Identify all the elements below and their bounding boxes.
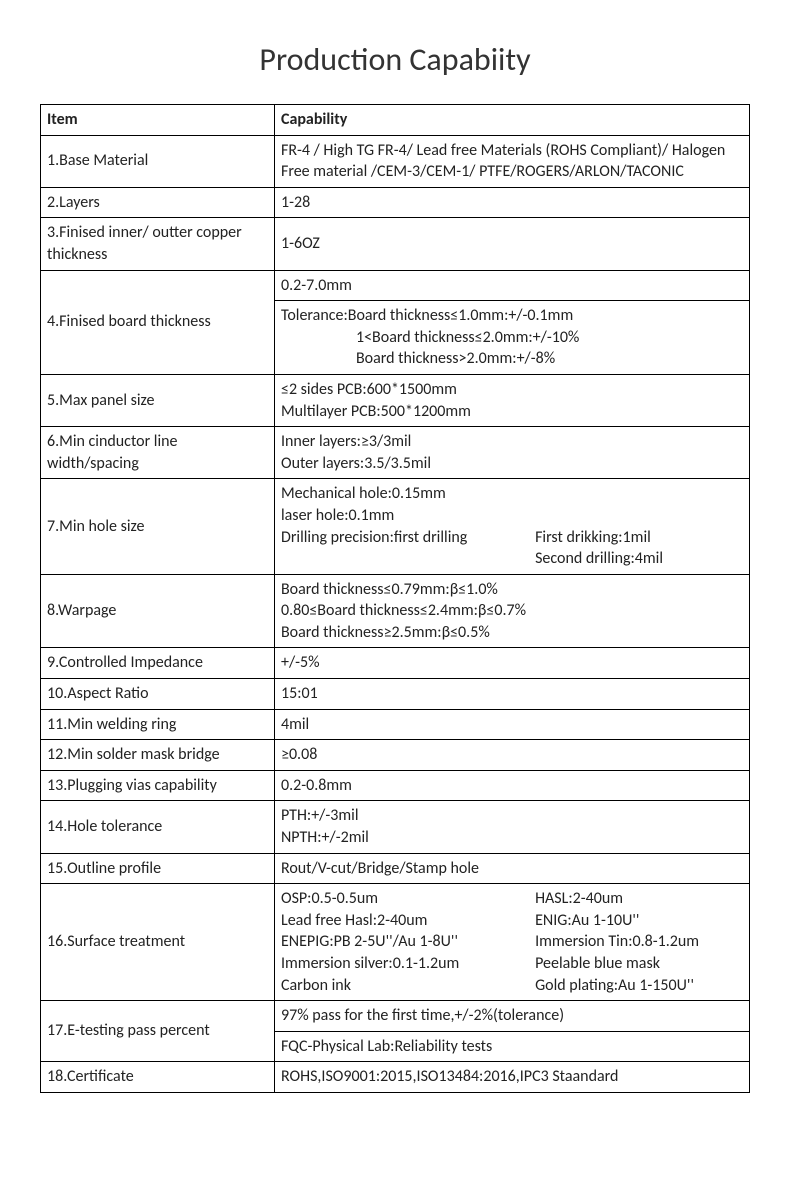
cell-item: 8.Warpage [41,574,275,648]
cell-item: 7.Min hole size [41,479,275,574]
text-line: ≤2 sides PCB:600*1500mm [281,380,457,399]
table-row: 17.E-testing pass percent 97% pass for t… [41,1001,750,1032]
cell-cap: 1-6OZ [274,218,749,270]
text-line: Gold plating:Au 1-150U'' [535,975,743,997]
cell-cap: Rout/V-cut/Bridge/Stamp hole [274,853,749,884]
table-row: 2.Layers 1-28 [41,187,750,218]
cell-item: 16.Surface treatment [41,884,275,1001]
cell-item: 17.E-testing pass percent [41,1001,275,1062]
cell-cap: Tolerance:Board thickness≤1.0mm:+/-0.1mm… [274,301,749,375]
cell-item: 1.Base Material [41,135,275,187]
table-row: 16.Surface treatment OSP:0.5-0.5umHASL:2… [41,884,750,1001]
table-header-row: Item Capability [41,105,750,136]
table-row: 8.Warpage Board thickness≤0.79mm:β≤1.0% … [41,574,750,648]
cell-cap: Inner layers:≥3/3mil Outer layers:3.5/3.… [274,427,749,479]
text-line: First drikking:1mil [535,528,651,547]
text-line: Carbon ink [281,975,535,997]
table-row: 15.Outline profile Rout/V-cut/Bridge/Sta… [41,853,750,884]
cell-cap: 0.2-7.0mm [274,270,749,301]
header-item: Item [41,105,275,136]
cell-cap: 4mil [274,709,749,740]
cell-item: 5.Max panel size [41,374,275,426]
table-row: 12.Min solder mask bridge ≥0.08 [41,740,750,771]
cell-cap: Board thickness≤0.79mm:β≤1.0% 0.80≤Board… [274,574,749,648]
cell-cap: +/-5% [274,648,749,679]
text-line: Immersion silver:0.1-1.2um [281,953,535,975]
text-line: ENIG:Au 1-10U'' [535,910,743,932]
text-line: Board thickness>2.0mm:+/-8% [281,348,743,370]
text-line: Peelable blue mask [535,953,743,975]
text-line: Tolerance:Board thickness≤1.0mm:+/-0.1mm [281,306,573,325]
table-row: 9.Controlled Impedance +/-5% [41,648,750,679]
cell-item: 10.Aspect Ratio [41,679,275,710]
cell-item: 2.Layers [41,187,275,218]
header-capability: Capability [274,105,749,136]
table-row: 6.Min cinductor line width/spacing Inner… [41,427,750,479]
cell-item: 13.Plugging vias capability [41,770,275,801]
table-row: 1.Base Material FR-4 / High TG FR-4/ Lea… [41,135,750,187]
text-line: OSP:0.5-0.5um [281,888,535,910]
cell-cap: ≤2 sides PCB:600*1500mm Multilayer PCB:5… [274,374,749,426]
cell-item: 6.Min cinductor line width/spacing [41,427,275,479]
text-line: 0.80≤Board thickness≤2.4mm:β≤0.7% [281,601,526,620]
text-line: ENEPIG:PB 2-5U''/Au 1-8U'' [281,931,535,953]
text-line: Lead free Hasl:2-40um [281,910,535,932]
cell-item: 14.Hole tolerance [41,801,275,853]
cell-cap: 15:01 [274,679,749,710]
cell-item: 11.Min welding ring [41,709,275,740]
text-line: HASL:2-40um [535,888,743,910]
text-line: Second drilling:4mil [535,549,663,568]
cell-cap: 0.2-0.8mm [274,770,749,801]
cell-item: 4.Finised board thickness [41,270,275,374]
text-line: Board thickness≥2.5mm:β≤0.5% [281,623,490,642]
cell-item: 18.Certificate [41,1062,275,1093]
cell-item: 3.Finised inner/ outter copper thickness [41,218,275,270]
cell-cap: ≥0.08 [274,740,749,771]
text-line: 1<Board thickness≤2.0mm:+/-10% [281,327,743,349]
cell-cap: 97% pass for the first time,+/-2%(tolera… [274,1001,749,1032]
cell-cap: PTH:+/-3mil NPTH:+/-2mil [274,801,749,853]
cell-item: 9.Controlled Impedance [41,648,275,679]
table-row: 5.Max panel size ≤2 sides PCB:600*1500mm… [41,374,750,426]
text-line: Outer layers:3.5/3.5mil [281,454,431,473]
table-row: 3.Finised inner/ outter copper thickness… [41,218,750,270]
cell-item: 12.Min solder mask bridge [41,740,275,771]
cell-cap: 1-28 [274,187,749,218]
text-line: Immersion Tin:0.8-1.2um [535,931,743,953]
cell-cap: FR-4 / High TG FR-4/ Lead free Materials… [274,135,749,187]
table-row: 11.Min welding ring 4mil [41,709,750,740]
cell-cap: FQC-Physical Lab:Reliability tests [274,1031,749,1062]
text-line: Multilayer PCB:500*1200mm [281,402,471,421]
table-row: 4.Finised board thickness 0.2-7.0mm [41,270,750,301]
text-line: Drilling precision:first drilling [281,527,535,570]
page-title: Production Capabiity [40,40,750,79]
cell-item: 15.Outline profile [41,853,275,884]
text-line: Board thickness≤0.79mm:β≤1.0% [281,580,498,599]
cell-cap: Mechanical hole:0.15mm laser hole:0.1mm … [274,479,749,574]
table-row: 18.Certificate ROHS,ISO9001:2015,ISO1348… [41,1062,750,1093]
text-line: PTH:+/-3mil [281,806,359,825]
text-line: Mechanical hole:0.15mm [281,484,446,503]
capability-table: Item Capability 1.Base Material FR-4 / H… [40,104,750,1093]
table-row: 14.Hole tolerance PTH:+/-3mil NPTH:+/-2m… [41,801,750,853]
cell-cap: ROHS,ISO9001:2015,ISO13484:2016,IPC3 Sta… [274,1062,749,1093]
text-line: laser hole:0.1mm [281,506,394,525]
text-line: Inner layers:≥3/3mil [281,432,411,451]
text-line: NPTH:+/-2mil [281,828,369,847]
table-row: 10.Aspect Ratio 15:01 [41,679,750,710]
table-row: 13.Plugging vias capability 0.2-0.8mm [41,770,750,801]
cell-cap: OSP:0.5-0.5umHASL:2-40um Lead free Hasl:… [274,884,749,1001]
table-row: 7.Min hole size Mechanical hole:0.15mm l… [41,479,750,574]
